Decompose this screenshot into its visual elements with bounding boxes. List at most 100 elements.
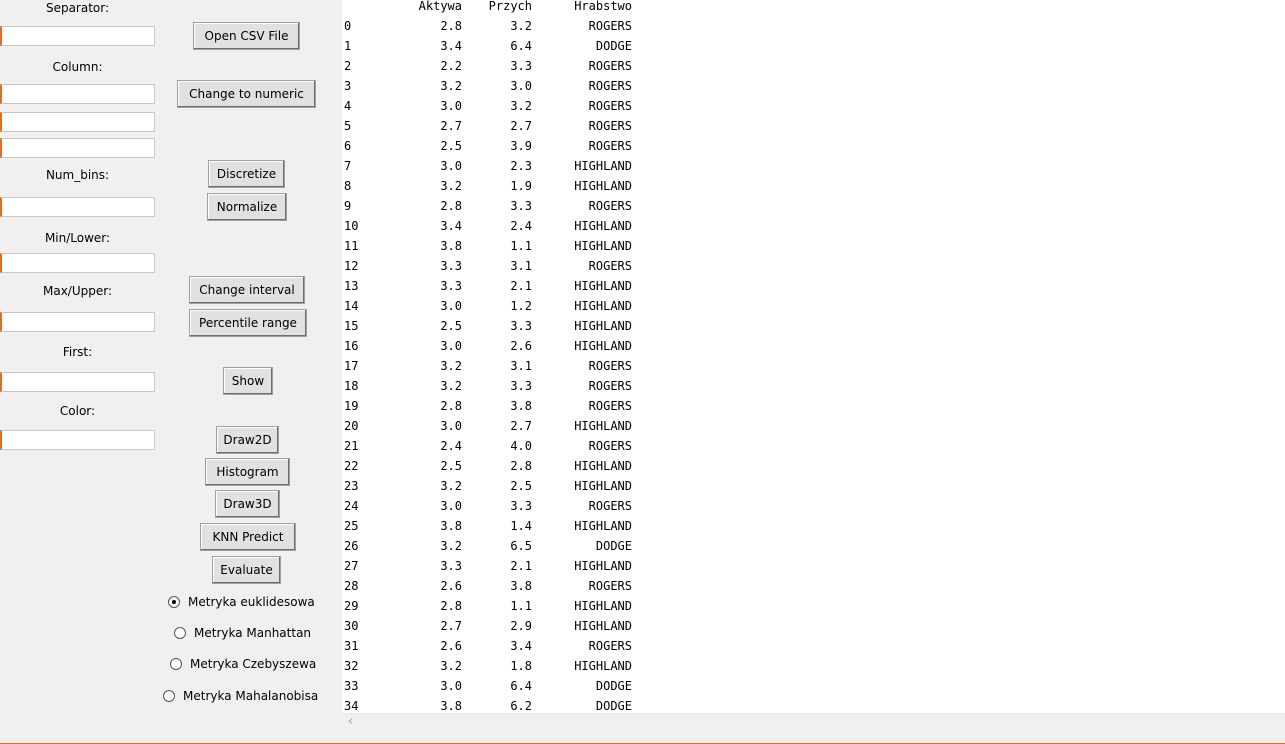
data-text-area[interactable]: Aktywa Przych Hrabstwo 0 2.8 3.2 ROGERS 1 3.4… — [342, 0, 1285, 713]
cell-hrabstwo: ROGERS — [588, 439, 632, 453]
show-button[interactable]: Show — [223, 367, 273, 395]
cell-hrabstwo: ROGERS — [588, 639, 632, 653]
cell-przych: 2.7 — [510, 419, 532, 433]
cell-aktywa: 3.2 — [440, 479, 462, 493]
cell-hrabstwo: HIGHLAND — [574, 219, 632, 233]
cell-przych: 1.9 — [510, 179, 532, 193]
cell-hrabstwo: HIGHLAND — [574, 279, 632, 293]
draw3d-button[interactable]: Draw3D — [215, 490, 280, 518]
column-input-2[interactable] — [0, 112, 155, 132]
column-header-przych: Przych — [488, 0, 532, 13]
horizontal-scrollbar[interactable]: ‹ — [342, 713, 1285, 730]
metric-label: Metryka Manhattan — [194, 626, 312, 640]
cell-aktywa: 3.4 — [440, 39, 462, 53]
metric-radio-euclidean[interactable]: Metryka euklidesowa — [168, 592, 315, 612]
cell-przych: 3.3 — [510, 199, 532, 213]
row-index: 17 — [344, 359, 359, 373]
column-input-1[interactable] — [0, 84, 155, 104]
cell-aktywa: 2.2 — [440, 59, 462, 73]
cell-hrabstwo: DODGE — [595, 679, 632, 693]
cell-hrabstwo: ROGERS — [588, 199, 632, 213]
metric-radio-mahalanobis[interactable]: Metryka Mahalanobisa — [163, 686, 318, 706]
column-input-3[interactable] — [0, 138, 155, 158]
chevron-left-icon[interactable]: ‹ — [347, 714, 354, 729]
num-bins-input[interactable] — [0, 197, 155, 217]
cell-przych: 3.8 — [510, 399, 532, 413]
cell-przych: 6.4 — [510, 679, 532, 693]
row-index: 22 — [344, 459, 359, 473]
cell-hrabstwo: ROGERS — [588, 499, 632, 513]
metric-radio-manhattan[interactable]: Metryka Manhattan — [174, 623, 311, 643]
cell-aktywa: 2.6 — [440, 579, 462, 593]
cell-aktywa: 3.2 — [440, 359, 462, 373]
cell-aktywa: 2.5 — [440, 139, 462, 153]
column-header-hrabstwo: Hrabstwo — [574, 0, 632, 13]
row-index: 26 — [344, 539, 359, 553]
cell-hrabstwo: HIGHLAND — [574, 619, 632, 633]
color-input[interactable] — [0, 430, 155, 450]
min-lower-label: Min/Lower: — [44, 231, 111, 245]
cell-aktywa: 3.0 — [440, 339, 462, 353]
cell-aktywa: 3.8 — [440, 699, 462, 713]
cell-hrabstwo: HIGHLAND — [574, 519, 632, 533]
cell-przych: 1.4 — [510, 519, 532, 533]
cell-przych: 1.1 — [510, 239, 532, 253]
max-upper-input[interactable] — [0, 312, 155, 332]
cell-hrabstwo: HIGHLAND — [574, 179, 632, 193]
min-lower-input[interactable] — [0, 253, 155, 273]
knn-predict-button[interactable]: KNN Predict — [200, 523, 296, 551]
cell-hrabstwo: ROGERS — [588, 579, 632, 593]
row-index: 15 — [344, 319, 359, 333]
radio-circle-icon — [163, 690, 175, 702]
row-index: 34 — [344, 699, 359, 713]
row-index: 1 — [344, 39, 352, 53]
cell-hrabstwo: HIGHLAND — [574, 239, 632, 253]
separator-input[interactable] — [0, 26, 155, 46]
row-index: 25 — [344, 519, 359, 533]
cell-aktywa: 2.5 — [440, 459, 462, 473]
max-upper-label: Max/Upper: — [42, 284, 113, 298]
row-index: 14 — [344, 299, 359, 313]
row-index: 30 — [344, 619, 359, 633]
row-index: 33 — [344, 679, 359, 693]
cell-aktywa: 2.7 — [440, 619, 462, 633]
change-to-numeric-button[interactable]: Change to numeric — [177, 80, 316, 108]
row-index: 12 — [344, 259, 359, 273]
cell-przych: 3.2 — [510, 99, 532, 113]
cell-przych: 3.9 — [510, 139, 532, 153]
cell-aktywa: 3.0 — [440, 159, 462, 173]
radio-circle-icon — [168, 596, 180, 608]
metric-radio-chebyshev[interactable]: Metryka Czebyszewa — [170, 654, 316, 674]
cell-przych: 2.5 — [510, 479, 532, 493]
row-index: 18 — [344, 379, 359, 393]
cell-aktywa: 3.3 — [440, 259, 462, 273]
row-index: 20 — [344, 419, 359, 433]
cell-hrabstwo: HIGHLAND — [574, 339, 632, 353]
cell-przych: 2.9 — [510, 619, 532, 633]
cell-aktywa: 3.0 — [440, 299, 462, 313]
row-index: 2 — [344, 59, 352, 73]
cell-hrabstwo: ROGERS — [588, 79, 632, 93]
discretize-button[interactable]: Discretize — [208, 160, 285, 188]
cell-hrabstwo: HIGHLAND — [574, 659, 632, 673]
percentile-range-button[interactable]: Percentile range — [189, 309, 307, 337]
open-csv-button[interactable]: Open CSV File — [193, 22, 300, 50]
cell-aktywa: 2.6 — [440, 639, 462, 653]
cell-hrabstwo: ROGERS — [588, 399, 632, 413]
first-input[interactable] — [0, 372, 155, 392]
row-index: 24 — [344, 499, 359, 513]
change-interval-button[interactable]: Change interval — [189, 276, 305, 304]
normalize-button[interactable]: Normalize — [207, 193, 287, 221]
cell-aktywa: 3.2 — [440, 659, 462, 673]
cell-przych: 6.4 — [510, 39, 532, 53]
cell-przych: 3.1 — [510, 259, 532, 273]
cell-hrabstwo: ROGERS — [588, 139, 632, 153]
evaluate-button[interactable]: Evaluate — [212, 556, 281, 584]
cell-aktywa: 3.3 — [440, 279, 462, 293]
histogram-button[interactable]: Histogram — [205, 458, 290, 486]
draw2d-button[interactable]: Draw2D — [216, 426, 279, 454]
cell-hrabstwo: ROGERS — [588, 379, 632, 393]
row-index: 10 — [344, 219, 359, 233]
column-label: Column: — [52, 60, 103, 74]
